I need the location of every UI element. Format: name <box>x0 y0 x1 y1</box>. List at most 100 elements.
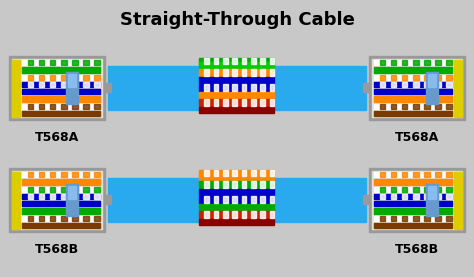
Bar <box>72 60 78 65</box>
Bar <box>214 69 218 76</box>
Bar <box>50 216 55 221</box>
Bar <box>372 171 462 229</box>
Bar <box>200 69 274 76</box>
Bar <box>12 215 20 221</box>
Text: T568B: T568B <box>395 243 439 256</box>
Bar <box>61 194 66 199</box>
Bar <box>27 75 33 80</box>
Bar <box>242 99 246 106</box>
Bar <box>454 215 462 221</box>
Bar <box>435 82 441 87</box>
Bar <box>232 99 237 106</box>
Bar <box>27 186 33 192</box>
Bar <box>204 181 209 188</box>
Bar <box>374 208 452 214</box>
Bar <box>200 181 274 188</box>
Bar <box>426 72 438 104</box>
Bar <box>94 75 100 80</box>
Bar <box>39 60 44 65</box>
Bar <box>447 172 452 177</box>
Bar <box>94 104 100 109</box>
Bar <box>424 186 430 192</box>
Bar <box>454 208 462 214</box>
Bar <box>94 216 100 221</box>
Bar <box>428 74 436 86</box>
Bar <box>424 82 430 87</box>
Bar <box>12 74 20 80</box>
Bar <box>50 60 55 65</box>
Bar <box>435 194 441 199</box>
Bar <box>270 196 274 203</box>
Bar <box>39 172 44 177</box>
Bar <box>94 172 100 177</box>
Bar <box>454 74 462 80</box>
Bar <box>424 194 430 199</box>
Bar <box>223 170 228 176</box>
Bar <box>454 103 462 109</box>
Bar <box>454 186 462 192</box>
Bar <box>200 196 274 203</box>
Bar <box>454 81 462 88</box>
Bar <box>94 194 100 199</box>
Bar <box>402 75 408 80</box>
Bar <box>454 110 462 117</box>
Bar <box>12 171 20 178</box>
Bar <box>270 58 274 64</box>
Bar <box>374 216 452 221</box>
Bar <box>232 211 237 218</box>
Bar <box>374 186 452 192</box>
Bar <box>200 204 274 210</box>
Bar <box>454 67 462 73</box>
Bar <box>232 58 237 64</box>
Bar <box>22 60 100 65</box>
Bar <box>380 186 385 192</box>
Bar <box>270 211 274 218</box>
Bar <box>242 181 246 188</box>
Bar <box>223 181 228 188</box>
Bar <box>223 196 228 203</box>
Bar <box>12 96 20 102</box>
Bar <box>232 84 237 91</box>
Bar <box>204 84 209 91</box>
Bar <box>22 201 100 206</box>
Bar <box>374 111 452 116</box>
Bar <box>242 211 246 218</box>
Bar <box>200 84 274 91</box>
Bar <box>435 186 441 192</box>
Bar <box>374 60 452 65</box>
Bar <box>27 216 33 221</box>
Bar <box>260 170 265 176</box>
Bar <box>204 170 209 176</box>
Bar <box>447 82 452 87</box>
Bar <box>402 172 408 177</box>
Bar <box>223 84 228 91</box>
Bar <box>413 172 419 177</box>
Bar <box>251 181 256 188</box>
Bar <box>72 75 78 80</box>
Bar <box>391 186 396 192</box>
Bar <box>214 211 218 218</box>
Bar <box>402 216 408 221</box>
Bar <box>12 59 102 117</box>
Bar <box>374 96 452 101</box>
Bar <box>105 83 111 92</box>
Bar <box>372 59 462 117</box>
Bar <box>454 222 462 229</box>
Bar <box>413 186 419 192</box>
Bar <box>454 171 462 178</box>
Bar <box>27 172 33 177</box>
Bar <box>22 179 100 184</box>
Bar <box>50 172 55 177</box>
Bar <box>251 69 256 76</box>
Bar <box>214 58 218 64</box>
Bar <box>22 111 100 116</box>
Bar <box>27 60 33 65</box>
Bar <box>22 96 100 101</box>
Bar <box>83 104 89 109</box>
Bar <box>454 193 462 199</box>
Bar <box>66 72 78 104</box>
Bar <box>380 172 385 177</box>
Bar <box>39 82 44 87</box>
Bar <box>251 196 256 203</box>
Bar <box>214 84 218 91</box>
